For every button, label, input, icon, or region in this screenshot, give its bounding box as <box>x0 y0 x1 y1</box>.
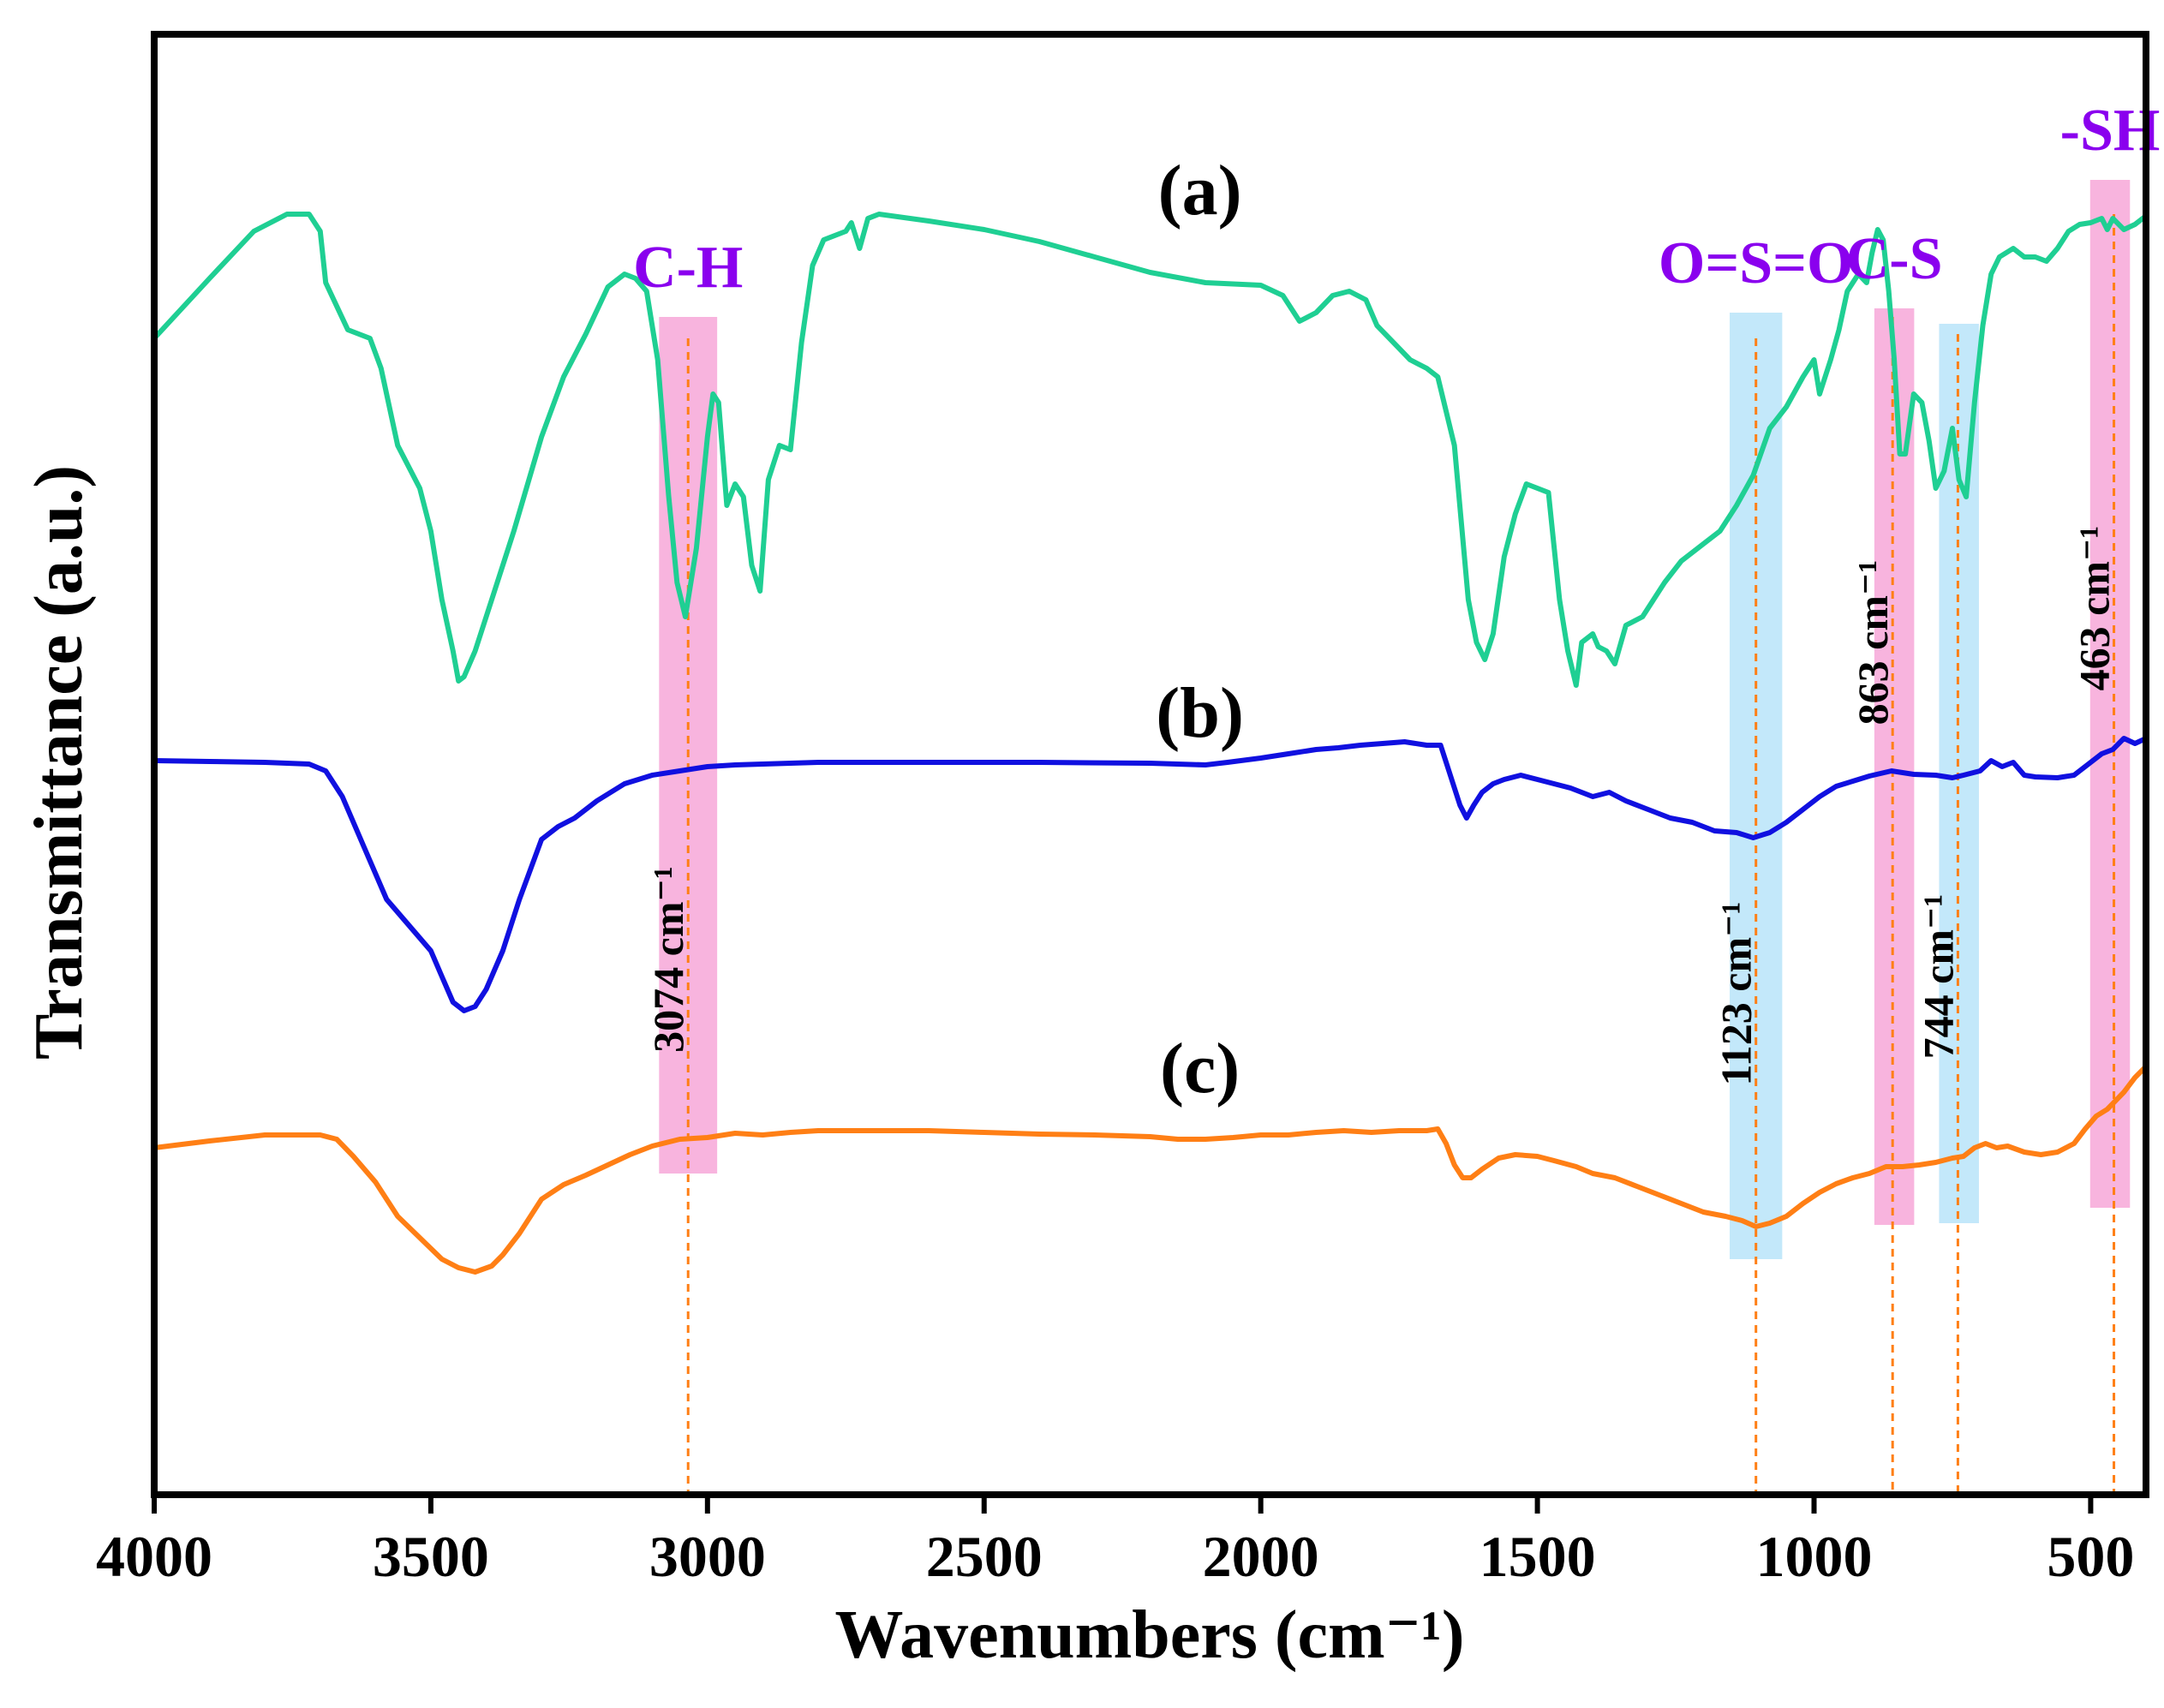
series-label: (b) <box>1156 673 1244 753</box>
series-line <box>152 212 2149 688</box>
band-label: O=S=O <box>1659 230 1854 296</box>
x-tick-label: 1000 <box>1756 1524 1873 1589</box>
peak-label: 863 cm⁻¹ <box>1849 560 1897 726</box>
x-axis-title: Wavenumbers (cm⁻¹) <box>835 1598 1465 1673</box>
plot-frame <box>151 31 2149 1498</box>
x-tick-label: 2000 <box>1203 1524 1319 1589</box>
band-label: C-S <box>1846 226 1943 292</box>
x-axis-ticks: 4000 3500 3000 2500 2000 1500 1000 500 <box>96 1495 2134 1589</box>
x-tick-label: 2500 <box>926 1524 1043 1589</box>
peak-label: 744 cm⁻¹ <box>1914 894 1962 1060</box>
peak-label: 3074 cm⁻¹ <box>644 866 692 1053</box>
series-line <box>152 1064 2149 1275</box>
highlight-band <box>1874 308 1915 1225</box>
x-tick-label: 500 <box>2047 1524 2134 1589</box>
y-axis-title: Transmittance (a.u.) <box>21 465 97 1060</box>
x-tick-label: 3000 <box>649 1524 766 1589</box>
peak-marker-lines <box>686 214 2116 1495</box>
x-tick-label: 4000 <box>96 1524 212 1589</box>
highlight-band <box>2089 180 2131 1208</box>
series-line <box>152 736 2149 1013</box>
series-label: (c) <box>1160 1029 1240 1108</box>
peak-label: 1123 cm⁻¹ <box>1713 902 1760 1086</box>
band-label: C-H <box>633 235 743 301</box>
series-label: (a) <box>1158 151 1242 230</box>
x-tick-label: 3500 <box>373 1524 489 1589</box>
peak-label: 463 cm⁻¹ <box>2071 526 2119 691</box>
spectra-series <box>152 212 2149 1275</box>
x-tick-label: 1500 <box>1480 1524 1596 1589</box>
